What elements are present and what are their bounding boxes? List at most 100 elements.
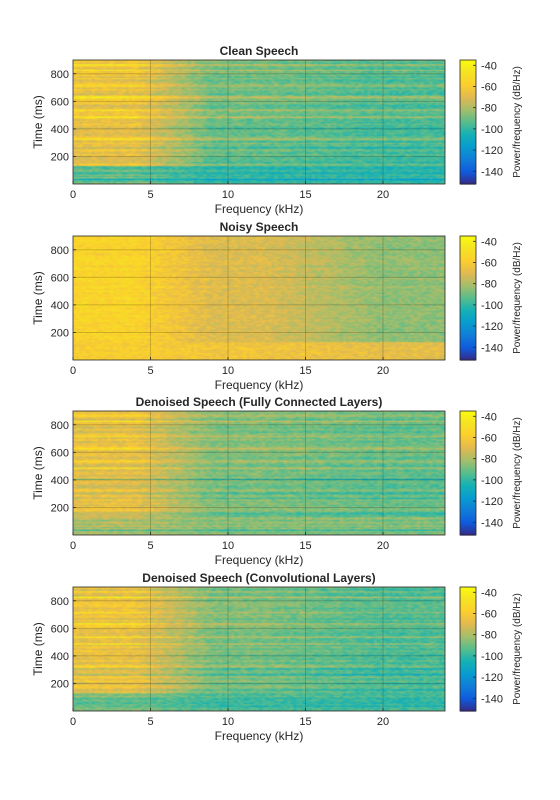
colorbar-segment bbox=[460, 74, 476, 78]
colorbar-segment bbox=[460, 107, 476, 111]
colorbar-segment bbox=[460, 425, 476, 429]
colorbar-segment bbox=[460, 349, 476, 353]
colorbar-segment bbox=[460, 673, 476, 677]
colorbar-segment bbox=[460, 427, 476, 431]
colorbar-segment bbox=[460, 501, 476, 505]
colorbar-segment bbox=[460, 304, 476, 307]
colorbar-segment bbox=[460, 351, 476, 355]
colorbar-segment bbox=[460, 318, 476, 322]
colorbar-segment bbox=[460, 159, 476, 162]
colorbar-segment bbox=[460, 686, 476, 689]
colorbar-segment bbox=[460, 111, 476, 115]
colorbar-segment bbox=[460, 273, 476, 276]
colorbar-segment bbox=[460, 649, 476, 652]
colorbar-segment bbox=[460, 475, 476, 478]
colorbar-segment bbox=[460, 136, 476, 140]
colorbar-segment bbox=[460, 421, 476, 424]
colorbar-segment bbox=[460, 310, 476, 314]
colorbar-segment bbox=[460, 665, 476, 669]
x-tick-label: 10 bbox=[222, 365, 234, 377]
colorbar-segment bbox=[460, 532, 476, 536]
colorbar-segment bbox=[460, 60, 476, 63]
colorbar-segment bbox=[460, 462, 476, 466]
colorbar-segment bbox=[460, 157, 476, 160]
y-axis-label: Time (ms) bbox=[31, 271, 45, 325]
axes-box bbox=[72, 586, 446, 712]
colorbar-tick-label: -120 bbox=[481, 496, 503, 508]
colorbar-tick-label: -80 bbox=[481, 103, 497, 115]
colorbar-segment bbox=[460, 442, 476, 445]
colorbar-segment bbox=[460, 289, 476, 293]
colorbar-segment bbox=[460, 605, 476, 609]
y-axis-label: Time (ms) bbox=[31, 95, 45, 149]
colorbar-segment bbox=[460, 252, 476, 256]
colorbar-segment bbox=[460, 254, 476, 258]
colorbar-tick-label: -100 bbox=[481, 651, 503, 663]
x-tick-label: 5 bbox=[147, 716, 153, 728]
colorbar-segment bbox=[460, 281, 476, 285]
colorbar-segment bbox=[460, 460, 476, 464]
colorbar-segment bbox=[460, 632, 476, 636]
colorbar-segment bbox=[460, 105, 476, 109]
colorbar: -40 -60 -80 -100 -120 -140 Power/frequency (dB… bbox=[459, 586, 523, 712]
colorbar-segment bbox=[460, 244, 476, 247]
colorbar-segment bbox=[460, 530, 476, 534]
colorbar-box bbox=[459, 586, 477, 712]
colorbar-label: Power/frequency (dB/Hz) bbox=[512, 66, 523, 178]
colorbar-segment bbox=[460, 620, 476, 623]
colorbar-segment bbox=[460, 624, 476, 627]
colorbar-segment bbox=[460, 640, 476, 644]
colorbar-segment bbox=[460, 308, 476, 311]
x-tick-label: 20 bbox=[377, 189, 389, 201]
colorbar-tick-label: -80 bbox=[481, 630, 497, 642]
colorbar-segment bbox=[460, 495, 476, 499]
colorbar-tick-label: -60 bbox=[481, 608, 497, 620]
y-tick-label: 600 bbox=[51, 623, 69, 635]
colorbar-segment bbox=[460, 636, 476, 640]
colorbar-segment bbox=[460, 435, 476, 439]
colorbar-segment bbox=[460, 262, 476, 266]
colorbar-segment bbox=[460, 345, 476, 349]
colorbar-segment bbox=[460, 522, 476, 526]
colorbar-segment bbox=[460, 512, 476, 515]
x-tick-label: 20 bbox=[377, 716, 389, 728]
spectrogram-image bbox=[73, 236, 445, 360]
colorbar-segment bbox=[460, 115, 476, 119]
colorbar-segment bbox=[460, 117, 476, 121]
colorbar-segment bbox=[460, 499, 476, 503]
axes-box bbox=[72, 59, 446, 185]
colorbar-segment bbox=[460, 659, 476, 662]
colorbar-segment bbox=[460, 95, 476, 98]
colorbar-segment bbox=[460, 587, 476, 590]
colorbar-tick-label: -120 bbox=[481, 672, 503, 684]
colorbar-segment bbox=[460, 264, 476, 268]
colorbar-tick-label: -100 bbox=[481, 124, 503, 136]
colorbar-segment bbox=[460, 142, 476, 146]
colorbar-segment bbox=[460, 690, 476, 693]
colorbar-box bbox=[459, 59, 477, 185]
colorbar-segment bbox=[460, 682, 476, 685]
x-tick-label: 15 bbox=[299, 189, 311, 201]
colorbar-segment bbox=[460, 312, 476, 316]
colorbar-segment bbox=[460, 483, 476, 486]
colorbar-segment bbox=[460, 638, 476, 642]
colorbar-segment bbox=[460, 663, 476, 667]
colorbar-box bbox=[459, 410, 477, 536]
y-tick-label: 800 bbox=[51, 245, 69, 257]
colorbar-segment bbox=[460, 706, 476, 710]
colorbar-segment bbox=[460, 76, 476, 80]
colorbar-segment bbox=[460, 456, 476, 460]
colorbar-segment bbox=[460, 675, 476, 679]
colorbar-segment bbox=[460, 109, 476, 113]
colorbar-segment bbox=[460, 622, 476, 625]
colorbar-segment bbox=[460, 437, 476, 441]
colorbar-segment bbox=[460, 277, 476, 280]
colorbar-segment bbox=[460, 271, 476, 274]
colorbar-segment bbox=[460, 64, 476, 67]
colorbar-tick-label: -100 bbox=[481, 475, 503, 487]
colorbar-box bbox=[459, 235, 477, 361]
x-axis-label: Frequency (kHz) bbox=[215, 553, 304, 567]
panel-title: Denoised Speech (Convolutional Layers) bbox=[142, 571, 375, 585]
colorbar-segment bbox=[460, 68, 476, 71]
x-axis-label: Frequency (kHz) bbox=[215, 202, 304, 216]
